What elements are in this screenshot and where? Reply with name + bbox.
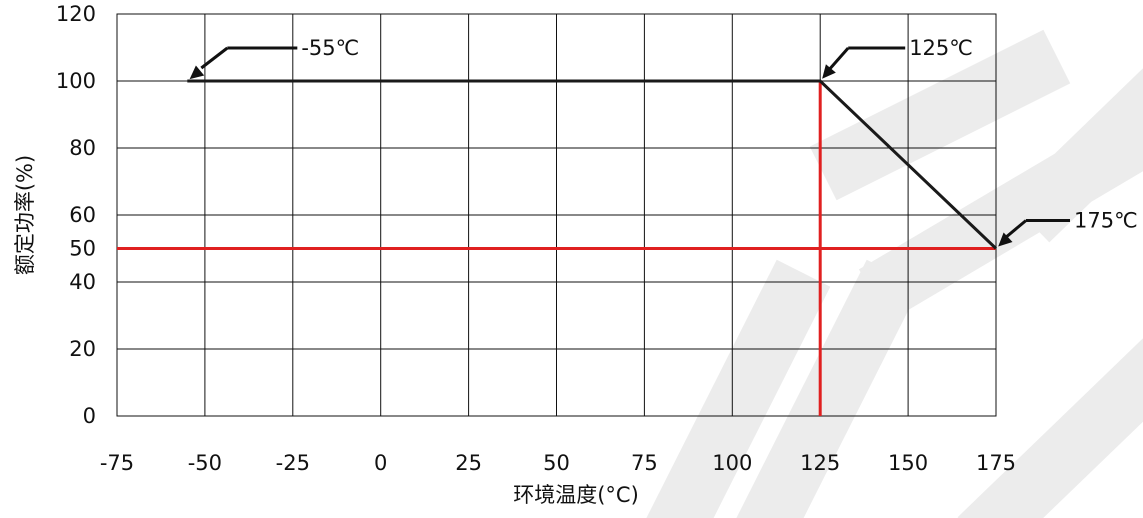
x-tick-label: 175 [976, 451, 1016, 475]
annotation-layer: -55℃ 125℃ 175℃ [189, 36, 1138, 247]
y-tick-label: 20 [69, 337, 96, 361]
watermark-stroke [809, 29, 1071, 201]
x-tick-label: 150 [888, 451, 928, 475]
y-axis-title: 额定功率(%) [13, 155, 37, 275]
y-tick-label: 0 [83, 404, 96, 428]
watermark [646, 29, 1143, 518]
watermark-stroke [736, 259, 921, 518]
y-tick-label: 50 [69, 237, 96, 261]
annotation-label: 175℃ [1074, 209, 1138, 233]
x-tick-label: 0 [374, 451, 387, 475]
x-tick-label: -75 [100, 451, 134, 475]
annotation-label: 125℃ [909, 36, 973, 60]
x-tick-label: 75 [631, 451, 658, 475]
x-tick-label: -25 [276, 451, 310, 475]
watermark-stroke [1007, 68, 1143, 243]
x-tick-label: 25 [455, 451, 482, 475]
annotation-arrow [189, 65, 205, 80]
y-tick-label: 40 [69, 270, 96, 294]
x-tick-label: 50 [543, 451, 570, 475]
y-tick-label: 60 [69, 203, 96, 227]
annotation-leader [200, 46, 229, 70]
watermark-stroke [957, 338, 1143, 518]
x-axis-title: 环境温度(°C) [513, 483, 639, 507]
x-tick-label: 125 [800, 451, 840, 475]
annotation-arrow [998, 232, 1013, 247]
y-tick-label: 100 [56, 69, 96, 93]
annotation-label: -55℃ [301, 36, 359, 60]
y-tick-label: 120 [56, 2, 96, 26]
x-tick-label: 100 [712, 451, 752, 475]
reference-lines [117, 81, 996, 416]
plot-frame [116, 13, 997, 417]
y-tick-label: 80 [69, 136, 96, 160]
watermark-stroke [646, 259, 831, 518]
annotation-arrow [822, 64, 836, 79]
x-tick-label: -50 [188, 451, 222, 475]
x-tick-labels: -75 -50 -25 0 25 50 75 100 125 150 175 [100, 451, 1016, 475]
series-layer [187, 79, 998, 250]
y-tick-labels: 0 20 40 50 60 80 100 120 [56, 2, 96, 428]
